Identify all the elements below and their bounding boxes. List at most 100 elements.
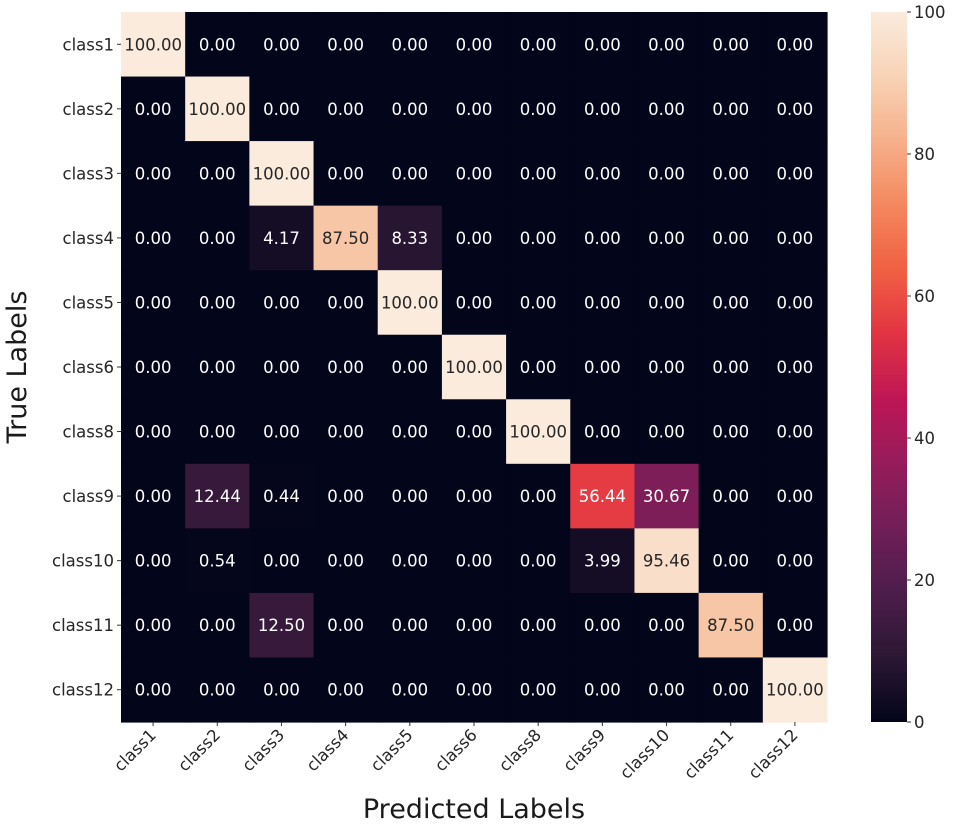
cell-value-label: 0.00: [712, 552, 749, 571]
heatmap-cell: [121, 528, 186, 594]
heatmap-cell: [441, 12, 507, 78]
colorbar-tick-label: 0: [914, 713, 925, 732]
y-tick-label: class4: [63, 229, 114, 248]
cell-value-label: 0.00: [584, 358, 621, 377]
cell-value-label: 100.00: [381, 293, 439, 312]
cell-value-label: 0.00: [777, 552, 814, 571]
cell-value-label: 0.00: [263, 423, 300, 442]
heatmap-cell: [634, 334, 700, 400]
heatmap-cell: [570, 657, 636, 723]
cell-value-label: 0.00: [777, 35, 814, 54]
x-tick-label: class2: [174, 725, 224, 775]
heatmap-cell: [698, 205, 764, 271]
heatmap-cell: [377, 270, 443, 336]
heatmap-cell: [570, 399, 636, 465]
heatmap-cell: [313, 528, 379, 594]
y-axis-title: True Labels: [2, 291, 33, 445]
heatmap-cell: [634, 12, 700, 78]
cell-value-label: 0.00: [456, 293, 493, 312]
cell-value-label: 12.44: [194, 487, 241, 506]
cell-value-label: 0.00: [391, 35, 428, 54]
cell-value-label: 0.00: [327, 616, 364, 635]
cell-value-label: 0.00: [456, 616, 493, 635]
heatmap-cell: [634, 399, 700, 465]
cell-value-label: 0.00: [199, 164, 236, 183]
cell-value-label: 0.00: [712, 35, 749, 54]
heatmap-cell: [506, 592, 571, 659]
heatmap-cell: [249, 592, 315, 659]
heatmap-cell: [506, 205, 571, 271]
cell-value-label: 0.00: [199, 616, 236, 635]
cell-value-label: 100.00: [124, 35, 182, 54]
cell-value-label: 0.00: [520, 358, 557, 377]
cell-value-label: 0.00: [327, 35, 364, 54]
cell-value-label: 87.50: [322, 229, 369, 248]
cell-value-label: 0.00: [584, 100, 621, 119]
heatmap-cell: [570, 141, 636, 207]
cell-value-label: 0.00: [199, 423, 236, 442]
cell-value-label: 0.00: [777, 164, 814, 183]
x-tick-label: class8: [495, 725, 545, 775]
heatmap-cell: [377, 76, 443, 142]
cell-value-label: 0.00: [712, 358, 749, 377]
heatmap-cell: [441, 463, 507, 529]
heatmap-cell: [698, 528, 764, 594]
cell-value-label: 0.00: [263, 681, 300, 700]
heatmap-cell: [313, 76, 379, 142]
heatmap-cell: [441, 76, 507, 142]
cell-value-label: 0.00: [456, 35, 493, 54]
cell-value-label: 100.00: [188, 100, 246, 119]
heatmap-cell: [377, 463, 443, 529]
cell-value-label: 0.00: [584, 616, 621, 635]
heatmap-cell: [506, 334, 571, 400]
heatmap-cell: [762, 657, 828, 723]
colorbar-tick-label: 40: [914, 429, 935, 448]
heatmap-cell: [249, 141, 315, 207]
y-axis-ticks: class1 class2 class3 class4 class5 class6 clas…: [52, 35, 121, 700]
heatmap-cell: [762, 270, 828, 336]
cell-value-label: 0.00: [135, 229, 172, 248]
heatmap-cell: [698, 12, 764, 78]
cell-value-label: 0.00: [391, 423, 428, 442]
heatmap-cell: [377, 592, 443, 659]
cell-value-label: 8.33: [391, 229, 428, 248]
cell-value-label: 95.46: [643, 552, 690, 571]
heatmap-cell: [249, 334, 315, 400]
heatmap-cell: [634, 463, 700, 529]
cell-value-label: 0.00: [456, 487, 493, 506]
cell-value-label: 0.00: [520, 100, 557, 119]
cell-value-label: 30.67: [643, 487, 690, 506]
cell-value-label: 0.00: [456, 681, 493, 700]
cell-value-label: 0.00: [327, 423, 364, 442]
y-tick-label: class5: [63, 293, 114, 312]
heatmap-cell: [570, 592, 636, 659]
heatmap-cell: [698, 270, 764, 336]
cell-value-label: 0.00: [456, 164, 493, 183]
heatmap-cell: [570, 334, 636, 400]
cell-value-label: 0.00: [391, 100, 428, 119]
heatmap-cell: [762, 12, 828, 78]
x-axis-title: Predicted Labels: [363, 794, 585, 825]
heatmap-cell: [313, 12, 379, 78]
y-tick-label: class6: [63, 358, 114, 377]
cell-value-label: 0.00: [199, 358, 236, 377]
cell-value-label: 0.00: [327, 487, 364, 506]
heatmap-cell: [377, 334, 443, 400]
cell-value-label: 0.00: [391, 681, 428, 700]
heatmap-cell: [506, 399, 571, 465]
heatmap-cell: [506, 657, 571, 723]
heatmap-cell: [121, 334, 186, 400]
heatmap-cell: [441, 270, 507, 336]
heatmap-cell: [249, 399, 315, 465]
cell-value-label: 0.00: [263, 35, 300, 54]
colorbar-ticks: 0 20 40 60 80 100: [907, 3, 946, 732]
cell-value-label: 0.00: [263, 358, 300, 377]
cell-value-label: 12.50: [258, 616, 305, 635]
heatmap-cell: [185, 270, 250, 336]
heatmap-cell: [377, 12, 443, 78]
heatmap-cell: [313, 657, 379, 723]
cell-value-label: 0.54: [199, 552, 236, 571]
cell-value-label: 0.00: [712, 100, 749, 119]
heatmap-cell: [698, 463, 764, 529]
cell-value-label: 0.00: [777, 229, 814, 248]
